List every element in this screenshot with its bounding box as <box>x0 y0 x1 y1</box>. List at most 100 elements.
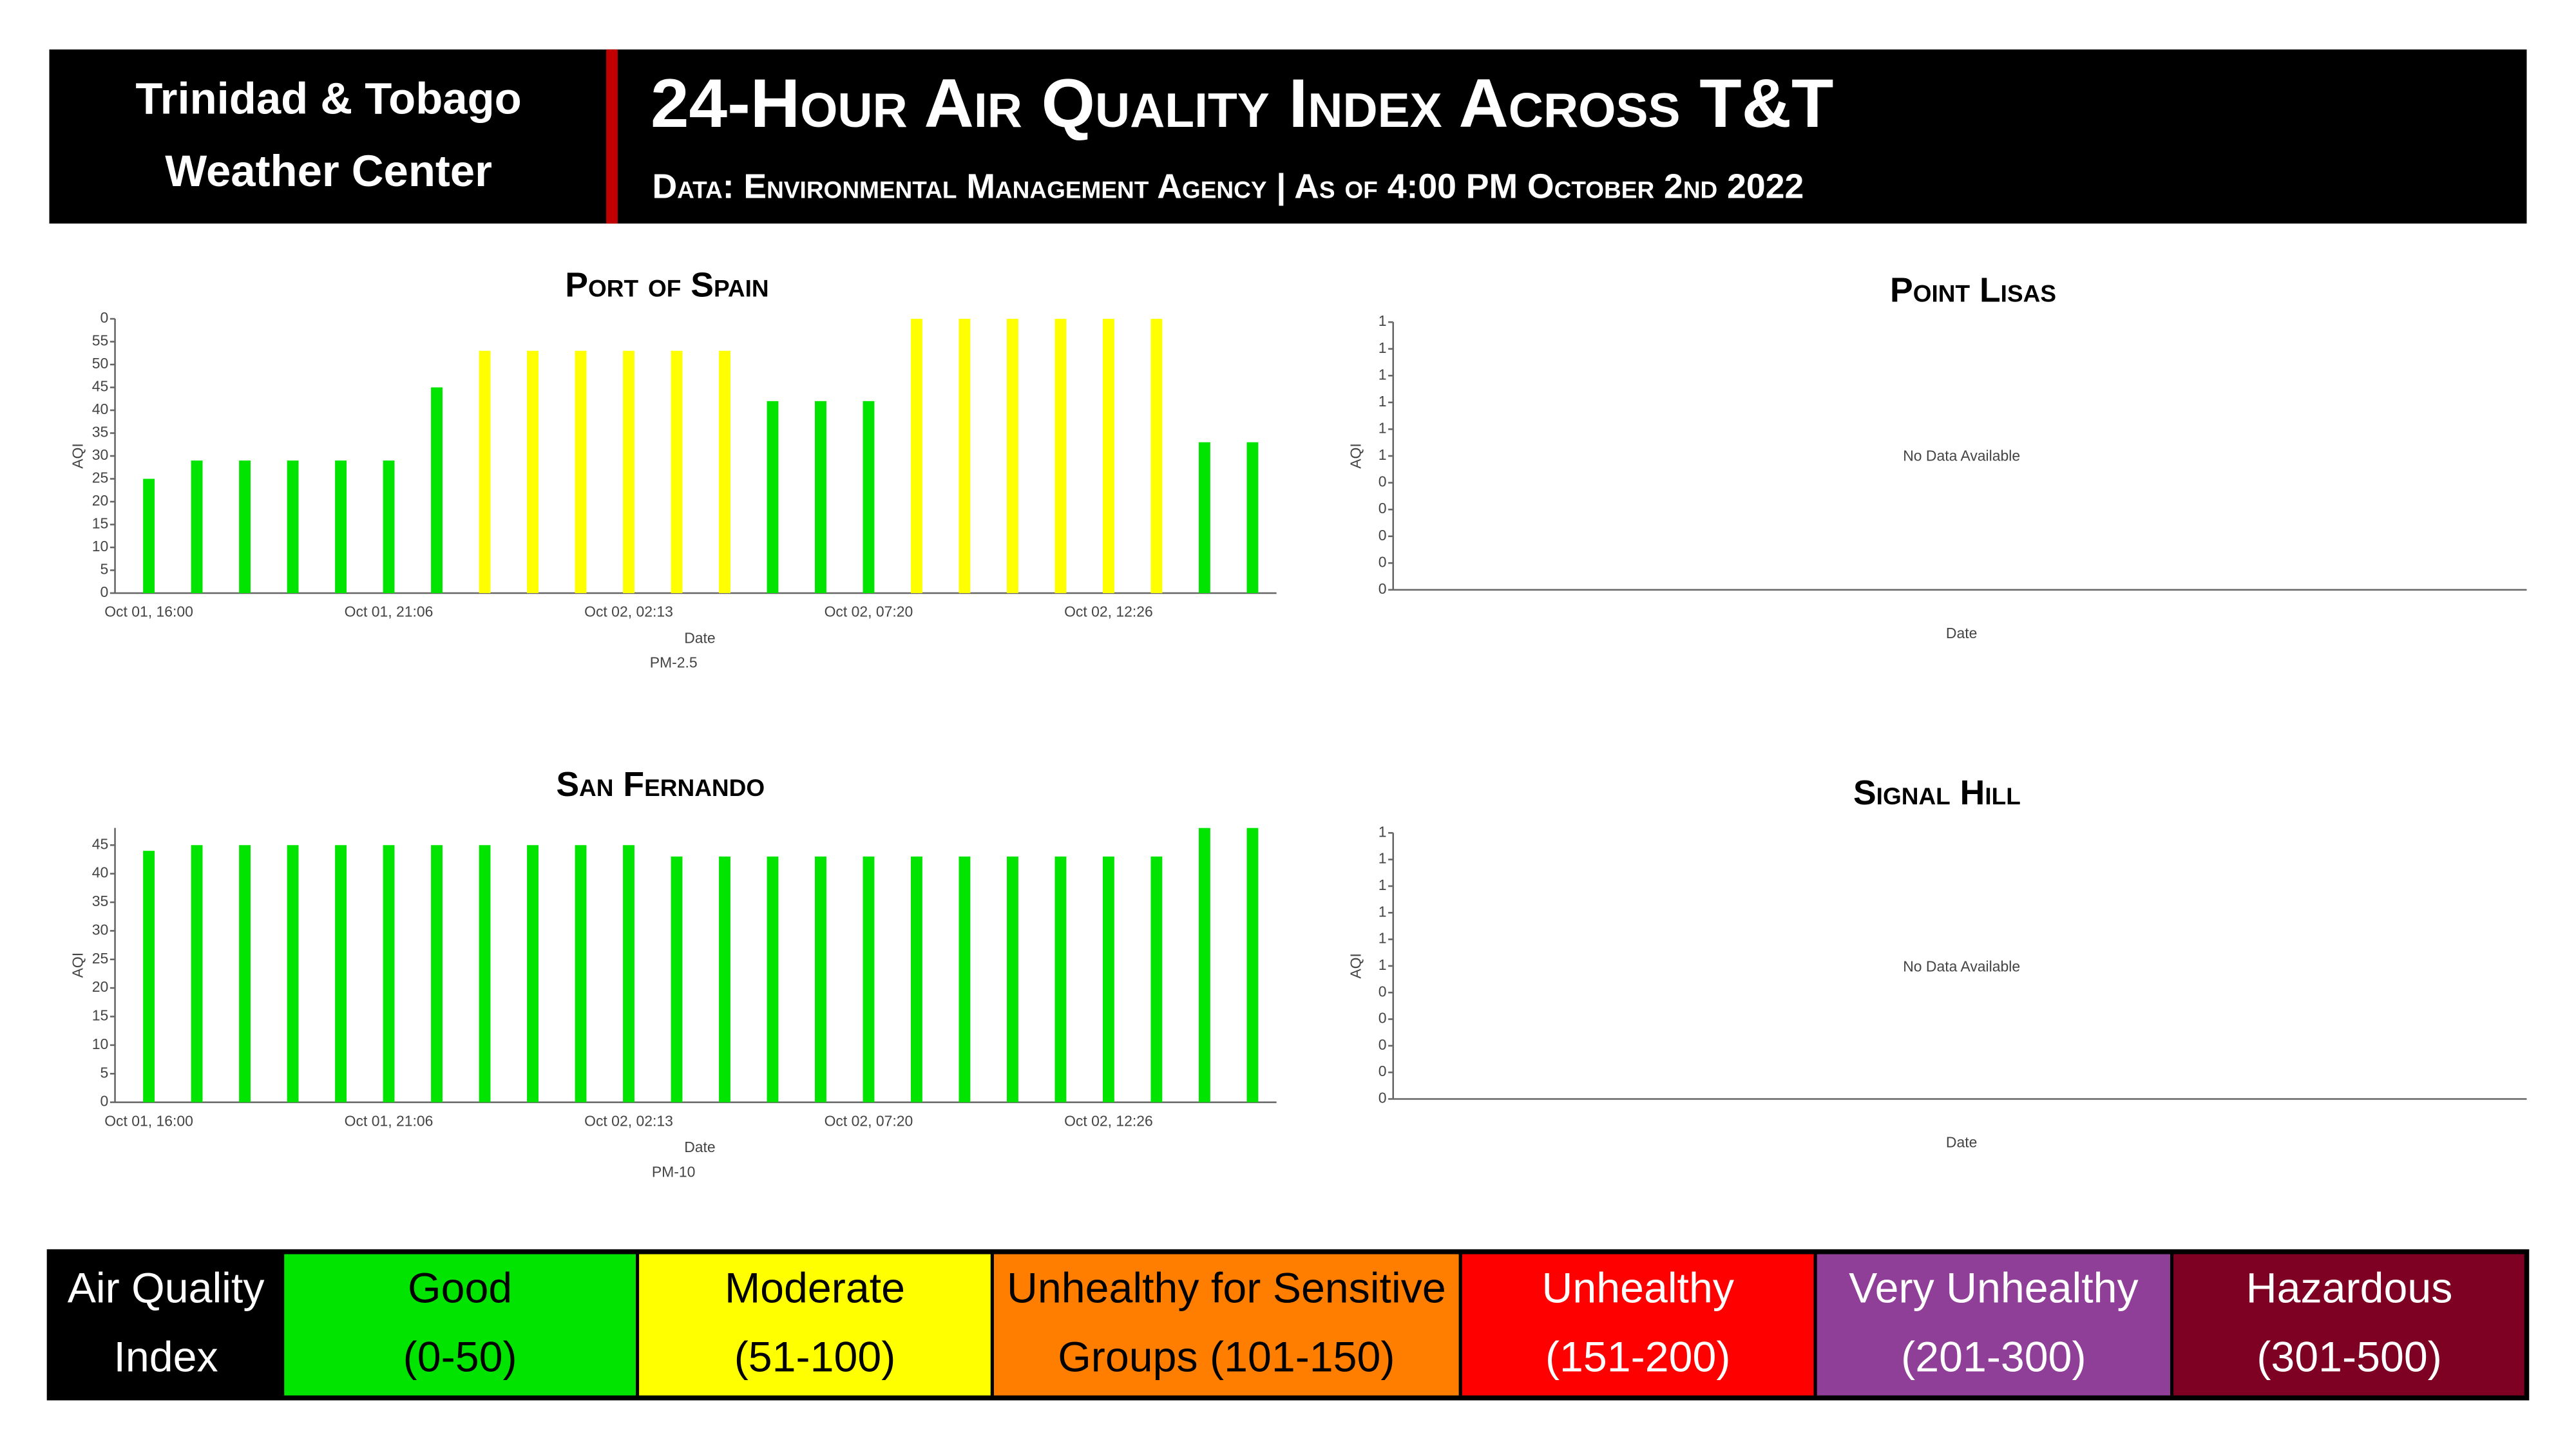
bar <box>1246 828 1259 1103</box>
y-tick-label: 50 <box>92 355 109 372</box>
legend-label: Air Quality <box>68 1264 265 1312</box>
bar <box>287 845 299 1103</box>
bar <box>527 350 539 593</box>
y-tick-label: 0 <box>1379 553 1387 570</box>
bar <box>671 350 683 593</box>
y-tick-label: 20 <box>92 978 109 995</box>
bar <box>767 401 779 593</box>
y-tick-label: 1 <box>1379 393 1387 410</box>
y-tick-label: 0 <box>1379 1090 1387 1106</box>
x-tick-label: Oct 01, 16:00 <box>104 603 193 620</box>
bar <box>239 845 251 1103</box>
y-tick-label: 0 <box>1379 500 1387 516</box>
legend-text: (51-100) <box>734 1334 896 1381</box>
org-name: Trinidad & Tobago <box>135 74 521 124</box>
legend-border <box>46 1249 2530 1401</box>
no-data-message: No Data Available <box>1903 447 2020 464</box>
y-tick-label: 20 <box>92 492 109 509</box>
x-axis-label: Date <box>684 629 715 646</box>
chart-panel: Point Lisas AQI Date No Data Available 0 0 0 0 0… <box>1348 271 2527 641</box>
legend-text: Good <box>408 1264 512 1312</box>
y-tick-label: 40 <box>92 864 109 881</box>
y-tick-label: 1 <box>1379 956 1387 973</box>
bar <box>575 350 587 593</box>
bar <box>383 460 395 593</box>
bar <box>1007 319 1018 593</box>
legend-text: (301-500) <box>2256 1334 2441 1381</box>
bar <box>1198 442 1210 593</box>
bar <box>239 460 251 593</box>
bar <box>575 845 587 1103</box>
bar <box>431 845 443 1103</box>
y-axis-label: AQI <box>1348 953 1364 979</box>
legend-text: (201-300) <box>1901 1334 2086 1381</box>
bar <box>623 350 634 593</box>
legend-swatch <box>2170 1250 2529 1400</box>
header-divider <box>606 49 618 224</box>
y-tick-label: 25 <box>92 469 109 486</box>
bar <box>815 401 826 593</box>
y-tick-label: 30 <box>92 921 109 938</box>
y-tick-label: 1 <box>1379 823 1387 840</box>
bar <box>1246 442 1259 593</box>
bar <box>1007 857 1018 1103</box>
bar <box>767 857 779 1103</box>
y-tick-label: 1 <box>1379 339 1387 356</box>
x-tick-label: Oct 01, 21:06 <box>345 603 434 620</box>
legend-text: (0-50) <box>403 1334 517 1381</box>
bar <box>623 845 634 1103</box>
bar <box>863 401 875 593</box>
y-axis-label: AQI <box>1348 443 1364 469</box>
bar <box>1102 857 1114 1103</box>
bar <box>335 460 347 593</box>
bar <box>719 857 730 1103</box>
legend-text: Moderate <box>725 1264 905 1312</box>
y-tick-label: 35 <box>92 424 109 440</box>
y-tick-label: 0 <box>1379 580 1387 597</box>
y-tick-label: 10 <box>92 538 109 554</box>
y-tick-label: 0 <box>100 583 109 600</box>
y-tick-label: 1 <box>1379 930 1387 947</box>
y-tick-label: 0 <box>100 1093 109 1110</box>
y-tick-label: 30 <box>92 446 109 463</box>
bar <box>719 350 730 593</box>
bar <box>335 845 347 1103</box>
legend-label-cell <box>49 1251 283 1398</box>
header-title: 24-Hour Air Quality Index Across T&T <box>651 64 1834 142</box>
bar <box>1150 857 1163 1103</box>
x-tick-label: Oct 02, 02:13 <box>584 603 673 620</box>
chart-title: Port of Spain <box>565 267 768 305</box>
y-tick-label: 1 <box>1379 312 1387 329</box>
y-tick-label: 1 <box>1379 903 1387 920</box>
y-tick-label: 0 <box>1379 473 1387 490</box>
no-data-message: No Data Available <box>1903 958 2020 975</box>
chart-panel: San Fernando AQI Date PM-10 0 5 10 15 20 25 30 35 40… <box>69 766 1277 1180</box>
chart-panel: Signal Hill AQI Date No Data Available 0 0 0 0 0… <box>1348 774 2527 1150</box>
y-tick-label: 25 <box>92 950 109 967</box>
legend-text: Groups (101-150) <box>1058 1334 1395 1381</box>
legend-text: Unhealthy for Sensitive <box>1007 1264 1446 1312</box>
bar <box>671 857 683 1103</box>
x-tick-label: Oct 02, 07:20 <box>825 1112 913 1129</box>
y-tick-label: 5 <box>100 561 109 578</box>
bar <box>191 845 203 1103</box>
bar <box>1054 319 1067 593</box>
bar <box>479 845 491 1103</box>
x-axis-label: Date <box>684 1139 715 1155</box>
chart-subtitle: PM-10 <box>652 1163 696 1180</box>
legend-text: Unhealthy <box>1541 1264 1734 1312</box>
y-tick-label: 45 <box>92 378 109 395</box>
legend: Air Quality Index Good (0-50) Moderate (51-… <box>46 1249 2530 1401</box>
bar <box>911 857 922 1103</box>
y-tick-label: 1 <box>1379 446 1387 463</box>
x-tick-label: Oct 02, 12:26 <box>1064 1112 1153 1129</box>
y-tick-label: 0 <box>1379 1010 1387 1027</box>
bar <box>1102 319 1114 593</box>
y-tick-label: 45 <box>92 835 109 852</box>
y-tick-label: 1 <box>1379 420 1387 437</box>
x-axis-label: Date <box>1946 1133 1977 1150</box>
bar <box>527 845 539 1103</box>
x-tick-label: Oct 02, 02:13 <box>584 1112 673 1129</box>
